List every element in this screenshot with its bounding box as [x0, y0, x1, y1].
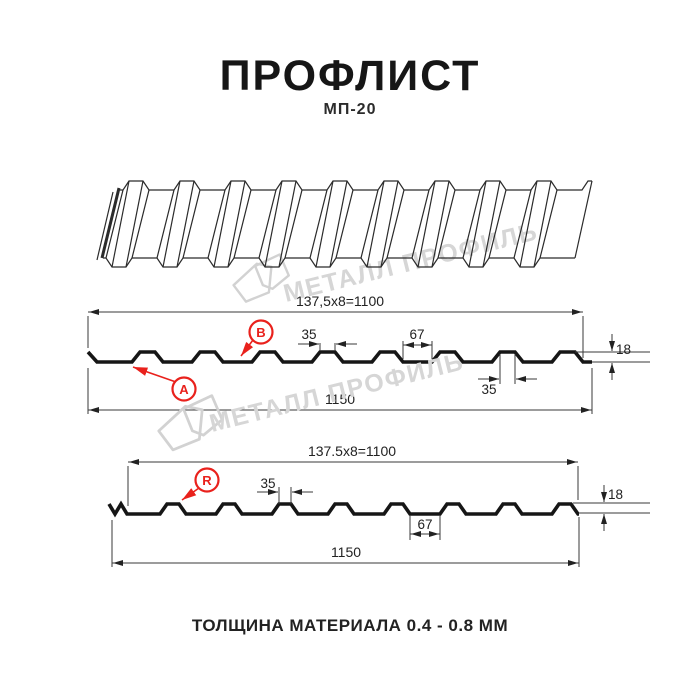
- dim-bottom-coverage-value: 137.5x8=1100: [308, 443, 396, 459]
- svg-text:B: B: [256, 325, 265, 340]
- dim-bottom-total-value: 1150: [331, 544, 361, 560]
- profile-section-top: 137,5x8=1100 35 67: [86, 293, 650, 414]
- dim-bottom-rib35-value: 35: [260, 476, 275, 491]
- profile-bottom-outline: [107, 500, 580, 518]
- dim-top-rib35-right: [478, 354, 537, 384]
- point-label-b: B: [240, 319, 274, 357]
- dim-top-rib35-right-value: 35: [481, 382, 496, 397]
- dim-bottom-height18-value: 18: [608, 487, 623, 502]
- dim-top-rib35-value: 35: [301, 327, 316, 342]
- point-label-a: A: [132, 366, 197, 402]
- dim-bottom-rib35: [257, 487, 313, 504]
- svg-text:R: R: [202, 473, 212, 488]
- profile-top-outline: [86, 350, 592, 364]
- svg-text:A: A: [179, 382, 189, 397]
- dim-top-valley67: [402, 341, 433, 359]
- watermark-1: МЕТАЛЛ ПРОФИЛЬ: [229, 217, 541, 308]
- dim-top-total: [87, 368, 593, 414]
- profile-section-bottom: 137.5x8=1100 35 67: [107, 443, 650, 567]
- material-thickness-caption: ТОЛЩИНА МАТЕРИАЛА 0.4 - 0.8 ММ: [191, 616, 509, 635]
- dim-bottom-valley67-value: 67: [417, 517, 432, 532]
- dim-top-rib35: [298, 341, 357, 351]
- dim-top-height18-value: 18: [616, 342, 631, 357]
- dim-bottom-valley67: [409, 515, 441, 540]
- page-title: ПРОФЛИСТ: [219, 52, 481, 100]
- dim-top-height18: [575, 334, 650, 380]
- point-label-r: R: [181, 467, 220, 501]
- dim-bottom-total: [111, 517, 580, 567]
- dim-top-total-value: 1150: [325, 391, 355, 407]
- dim-bottom-height18: [573, 485, 650, 531]
- dim-top-coverage-value: 137,5x8=1100: [296, 293, 384, 309]
- dim-top-coverage: [87, 309, 584, 358]
- dim-bottom-coverage: [127, 459, 579, 506]
- page-subtitle: МП-20: [323, 101, 377, 118]
- perspective-view: [96, 180, 593, 268]
- dim-top-valley67-value: 67: [409, 327, 424, 342]
